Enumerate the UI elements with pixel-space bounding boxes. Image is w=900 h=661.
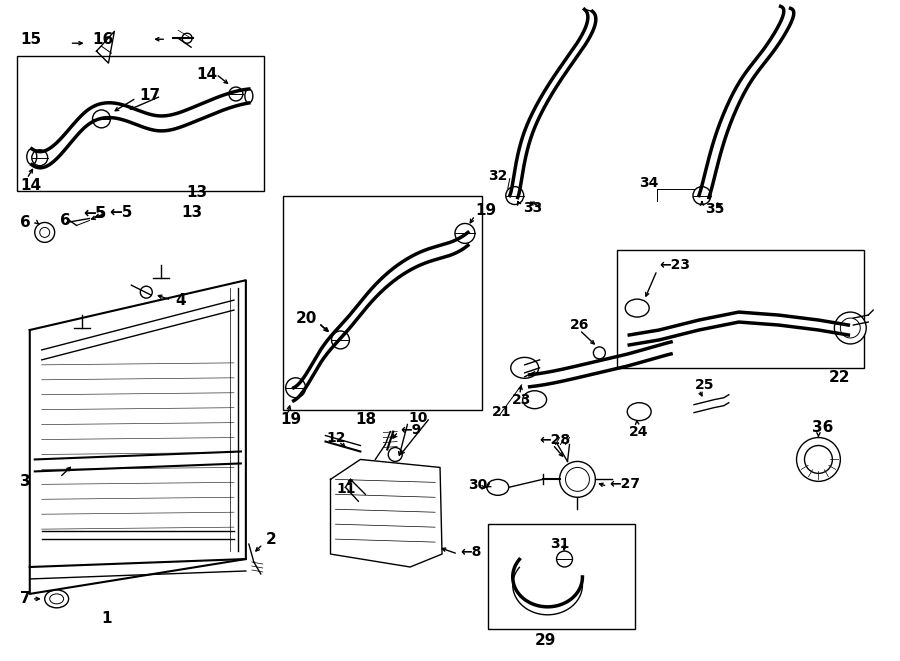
Bar — [283, 196, 482, 410]
Text: ←5: ←5 — [84, 206, 107, 221]
Text: 3: 3 — [20, 474, 31, 489]
Circle shape — [834, 312, 866, 344]
Text: 24: 24 — [629, 424, 649, 438]
Text: 6: 6 — [59, 213, 70, 228]
Text: 23: 23 — [512, 393, 531, 407]
Ellipse shape — [487, 479, 508, 495]
Ellipse shape — [45, 590, 68, 608]
Text: 19: 19 — [281, 412, 302, 427]
Text: ←9: ←9 — [400, 422, 421, 436]
Text: 21: 21 — [491, 405, 511, 418]
Text: 19: 19 — [475, 203, 496, 218]
Text: 36: 36 — [813, 420, 833, 435]
Text: 20: 20 — [296, 311, 317, 326]
Text: 31: 31 — [550, 537, 569, 551]
Text: 5: 5 — [94, 206, 105, 221]
Text: 6: 6 — [20, 215, 31, 230]
Text: 7: 7 — [20, 592, 31, 606]
Text: 30: 30 — [468, 479, 487, 492]
Text: 15: 15 — [20, 32, 40, 47]
Circle shape — [796, 438, 841, 481]
Text: 14: 14 — [20, 178, 40, 193]
Text: 29: 29 — [535, 633, 556, 648]
Ellipse shape — [245, 89, 253, 103]
Text: 14: 14 — [196, 67, 217, 81]
Text: 33: 33 — [523, 200, 542, 215]
Text: 13: 13 — [186, 185, 207, 200]
Circle shape — [593, 347, 606, 359]
Text: 26: 26 — [570, 318, 589, 332]
Circle shape — [560, 461, 596, 497]
Text: 2: 2 — [266, 531, 276, 547]
Text: 34: 34 — [639, 176, 659, 190]
Text: 4: 4 — [176, 293, 185, 307]
Text: ←8: ←8 — [460, 545, 482, 559]
Circle shape — [35, 223, 55, 243]
Text: 13: 13 — [181, 205, 202, 220]
Bar — [488, 524, 635, 629]
Text: 10: 10 — [409, 410, 428, 424]
Text: 22: 22 — [828, 370, 850, 385]
Text: 12: 12 — [327, 430, 346, 445]
Text: ←5: ←5 — [110, 205, 133, 220]
Circle shape — [140, 286, 152, 298]
Text: 35: 35 — [705, 202, 725, 215]
Circle shape — [388, 447, 402, 461]
Text: ←28: ←28 — [540, 432, 571, 447]
Ellipse shape — [27, 149, 37, 165]
Text: 1: 1 — [102, 611, 112, 626]
Bar — [17, 56, 264, 190]
Text: 25: 25 — [695, 378, 715, 392]
Polygon shape — [330, 459, 442, 567]
Bar — [617, 251, 864, 368]
Text: ←27: ←27 — [609, 477, 640, 491]
Text: 17: 17 — [140, 89, 160, 104]
Text: 32: 32 — [488, 169, 508, 182]
Text: ←23: ←23 — [659, 258, 690, 272]
Text: 18: 18 — [356, 412, 376, 427]
Text: 16: 16 — [92, 32, 113, 47]
Text: 11: 11 — [337, 483, 356, 496]
